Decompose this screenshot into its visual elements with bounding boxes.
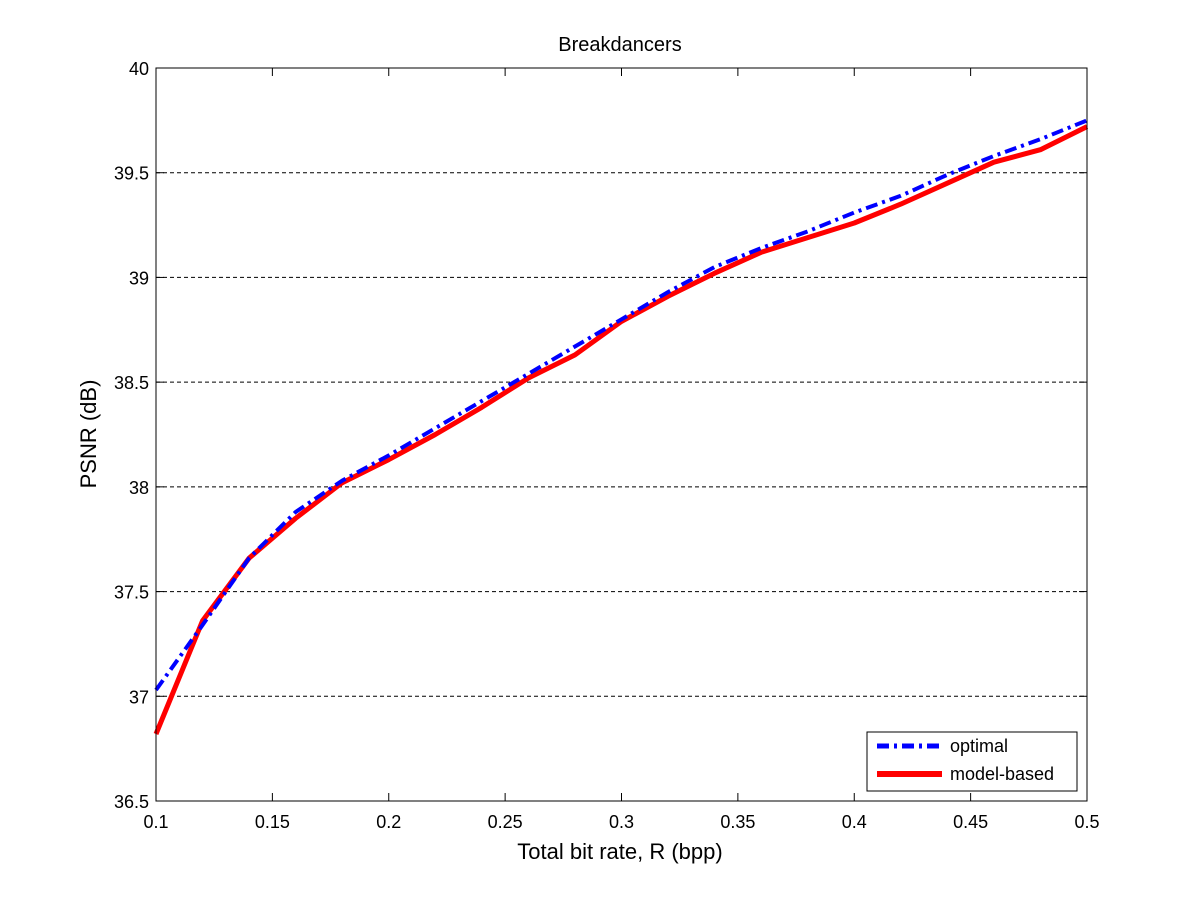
y-tick-label: 39.5	[114, 164, 149, 184]
x-tick-label: 0.4	[842, 812, 867, 832]
x-tick-label: 0.1	[143, 812, 168, 832]
gridlines	[156, 172, 1087, 697]
legend-label-optimal: optimal	[950, 736, 1008, 756]
x-tick-label: 0.35	[720, 812, 755, 832]
series-lines	[153, 118, 1089, 735]
x-tick-label: 0.5	[1074, 812, 1099, 832]
legend-box	[866, 731, 1078, 792]
series-line-optimal	[154, 118, 1088, 692]
x-tick-label: 0.15	[255, 812, 290, 832]
x-tick-label: 0.3	[609, 812, 634, 832]
y-axis-label: PSNR (dB)	[76, 380, 101, 489]
y-tick-label: 38.5	[114, 373, 149, 393]
x-tick-label: 0.2	[376, 812, 401, 832]
y-tick-label: 36.5	[114, 792, 149, 812]
x-tick-label: 0.45	[953, 812, 988, 832]
y-tick-label: 40	[129, 59, 149, 79]
x-axis-label: Total bit rate, R (bpp)	[517, 839, 722, 864]
legend: optimal model-based	[866, 731, 1078, 792]
x-tick-label: 0.25	[488, 812, 523, 832]
chart-title: Breakdancers	[558, 34, 681, 56]
y-tick-label: 37.5	[114, 583, 149, 603]
axis-ticks: 36.5 37 37.5 38 38.5 39 39.5 40 0.1 0.15 0.2 0.25 0.…	[114, 59, 1100, 832]
y-tick-label: 37	[129, 687, 149, 707]
legend-label-model-based: model-based	[950, 764, 1054, 784]
y-tick-label: 38	[129, 478, 149, 498]
y-tick-label: 39	[129, 268, 149, 288]
plot-area	[156, 68, 1087, 801]
